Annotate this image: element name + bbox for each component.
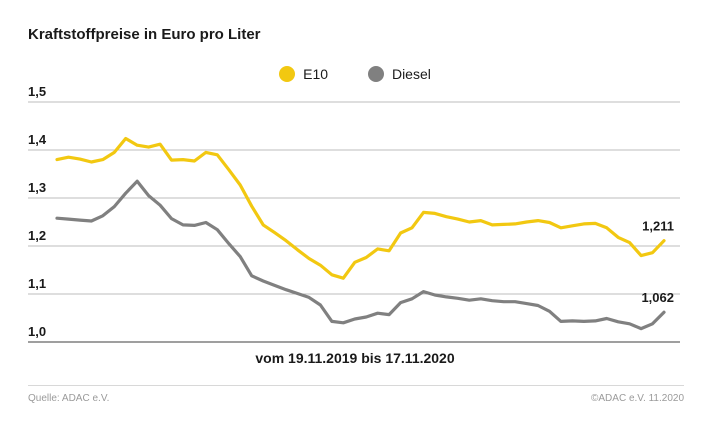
legend-swatch-diesel: [367, 66, 384, 82]
y-tick-label: 1,0: [28, 324, 46, 339]
legend-item-diesel: Diesel: [367, 66, 431, 82]
y-tick-label: 1,1: [28, 276, 46, 291]
legend-swatch-e10: [279, 66, 296, 82]
legend-label-e10: E10: [303, 66, 329, 82]
y-tick-label: 1,4: [28, 132, 47, 147]
end-value-label-diesel: 1,062: [641, 290, 674, 305]
series-line-diesel: [55, 179, 666, 331]
legend-label-diesel: Diesel: [391, 66, 431, 82]
y-tick-label: 1,3: [28, 180, 46, 195]
chart-title: Kraftstoffpreise in Euro pro Liter: [28, 26, 261, 43]
chart-subtitle: vom 19.11.2019 bis 17.11.2020: [255, 350, 455, 366]
y-tick-label: 1,2: [28, 228, 46, 243]
legend: E10 Diesel: [0, 66, 710, 85]
copyright-note: ©ADAC e.V. 11.2020: [591, 393, 684, 404]
y-tick-label: 1,5: [28, 84, 46, 99]
source-note: Quelle: ADAC e.V.: [28, 393, 110, 404]
end-value-label-e10: 1,211: [642, 219, 674, 234]
series-line-e10: [55, 136, 666, 280]
footer-divider: [28, 385, 684, 386]
legend-item-e10: E10: [279, 66, 328, 82]
